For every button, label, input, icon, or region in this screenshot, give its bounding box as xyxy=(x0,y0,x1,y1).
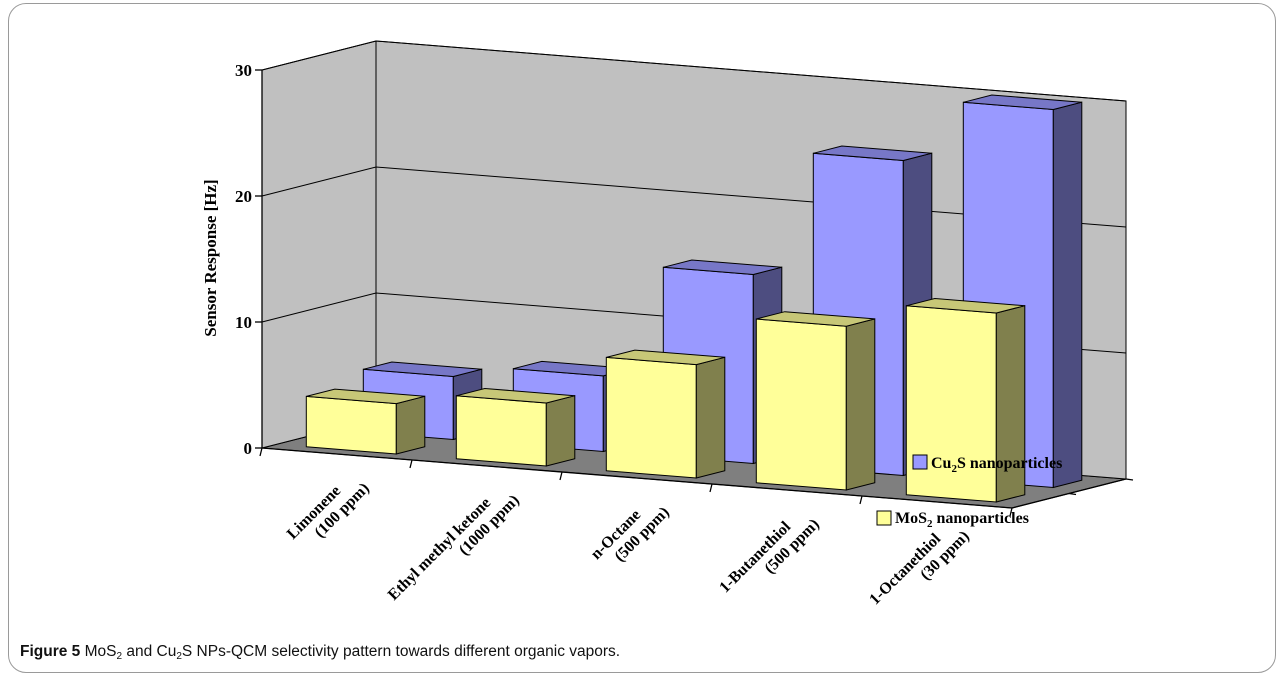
bar-top xyxy=(756,311,875,327)
legend-label-mos2: MoS2 nanoparticles xyxy=(895,510,1029,530)
bar-front xyxy=(755,318,847,491)
bar-side xyxy=(545,395,576,467)
chart-bars xyxy=(305,94,1083,503)
x-tick xyxy=(409,459,413,469)
chart-axes xyxy=(255,69,1134,517)
bar-front xyxy=(455,395,547,467)
left-wall xyxy=(261,40,377,449)
depth-tick xyxy=(1068,492,1077,496)
x-tick-label: n-Octane(500 ppm) xyxy=(588,491,673,576)
bar-top xyxy=(306,388,425,405)
bar-side xyxy=(995,305,1026,503)
legend-label-cu2s: Cu2S nanoparticles xyxy=(931,455,1062,475)
bar-mos2 xyxy=(605,349,726,479)
bar-top xyxy=(363,361,482,378)
x-tick xyxy=(709,483,713,493)
bar-top xyxy=(456,387,575,404)
x-tick-label: Limonene(100 ppm) xyxy=(284,467,373,556)
gridline xyxy=(261,40,1127,102)
legend: Cu2S nanoparticles MoS2 nanoparticles xyxy=(876,454,1062,530)
bar-side xyxy=(695,356,726,479)
bar-side xyxy=(395,395,426,455)
bar-top xyxy=(606,349,725,366)
x-axis-line xyxy=(261,447,1013,509)
y-tick-label: 20 xyxy=(235,187,252,206)
bar-mos2 xyxy=(305,388,426,455)
bar-mos2 xyxy=(755,311,876,491)
y-tick-label: 30 xyxy=(235,61,252,80)
bar-front xyxy=(605,356,697,479)
bar-top xyxy=(663,259,782,276)
bar-top xyxy=(963,94,1082,111)
y-axis-label: Sensor Response [Hz] xyxy=(201,179,220,336)
x-tick xyxy=(559,471,563,481)
bar-front xyxy=(305,395,397,455)
depth-tick xyxy=(1125,478,1134,481)
bar-top xyxy=(906,297,1025,314)
x-tick xyxy=(259,447,263,457)
y-tick-labels: 0 10 20 30 xyxy=(235,61,252,458)
figure-caption: Figure 5 MoS2 and Cu2S NPs-QCM selectivi… xyxy=(20,643,621,662)
bar-top xyxy=(813,145,932,162)
x-tick xyxy=(1009,507,1013,517)
bar-mos2 xyxy=(455,387,576,467)
x-tick-label: 1-Octanethiol(30 ppm) xyxy=(866,515,973,622)
y-tick-label: 10 xyxy=(235,313,252,332)
x-tick-label: 1-Butanethiol(500 ppm) xyxy=(716,503,823,610)
legend-swatch-cu2s xyxy=(912,454,928,470)
y-tick-label: 0 xyxy=(244,439,253,458)
x-tick xyxy=(859,495,863,505)
bar-side xyxy=(845,318,876,491)
legend-swatch-mos2 xyxy=(876,510,892,526)
bar-side xyxy=(1052,101,1083,489)
x-tick-label: Ethyl methyl ketone(1000 ppm) xyxy=(385,479,523,617)
bar-mos2 xyxy=(905,297,1026,503)
